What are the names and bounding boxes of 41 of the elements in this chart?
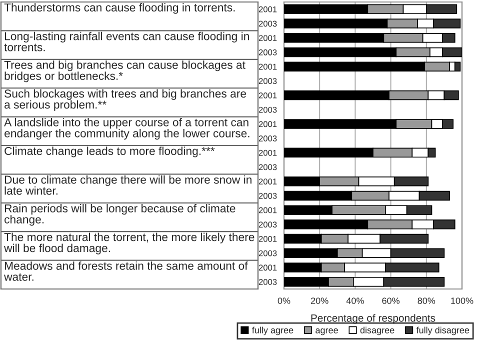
y-tick-label: 2003 — [258, 279, 277, 285]
y-tick-label: 2003 — [258, 49, 277, 56]
text: A landslide into the upper course of a torrent can endanger the community along the lower course. — [4, 118, 250, 140]
text: Long-lasting rainfall events can cause flooding in torrents. — [4, 32, 249, 52]
y-tick-label: 2001 — [258, 92, 277, 98]
legend-label: fully disagree — [416, 326, 470, 336]
x-tick-label: 0% — [278, 298, 290, 304]
y-tick-label: 2001 — [258, 207, 277, 214]
text: Trees and big branches can cause blockages at bridges or bottlenecks.* — [4, 60, 246, 82]
text: Meadows and forests retain the same amount of water. — [4, 261, 248, 281]
y-tick-label: 2003 — [258, 192, 277, 199]
y-tick-label: 2001 — [258, 35, 277, 41]
y-tick-label: 2001 — [258, 6, 277, 12]
text: The more natural the torrent, the more likely there will be flood damage. — [4, 232, 254, 254]
legend-label: fully agree — [252, 326, 294, 336]
y-tick-label: 2003 — [258, 250, 277, 256]
y-tick-label: 2003 — [258, 20, 277, 27]
text: Such blockages with trees and big branches are a serious problem.** — [4, 89, 246, 111]
y-tick-label: 2001 — [258, 121, 277, 128]
text: Due to climate change there will be more snow in late winter. — [4, 175, 252, 195]
y-tick-label: 2003 — [258, 78, 277, 84]
y-tick-label: 2001 — [258, 236, 277, 242]
y-tick-label: 2001 — [258, 264, 277, 271]
y-tick-label: 2003 — [258, 164, 277, 170]
y-tick-label: 2003 — [258, 222, 277, 228]
y-tick-label: 2001 — [258, 64, 277, 70]
y-tick-label: 2003 — [258, 106, 277, 113]
x-tick-label: 40% — [346, 298, 364, 304]
text: Climate change leads to more flooding.*** — [4, 146, 215, 158]
x-tick-label: 100% — [451, 298, 474, 304]
text: Rain periods will be longer because of climate change. — [4, 204, 236, 226]
y-tick-label: 2001 — [258, 178, 277, 184]
x-tick-label: 60% — [382, 298, 400, 304]
x-tick-label: 80% — [418, 298, 436, 304]
legend-label: disagree — [360, 326, 394, 336]
x-tick-label: 20% — [311, 298, 328, 304]
y-tick-label: 2003 — [258, 136, 277, 142]
y-tick-label: 2001 — [258, 150, 277, 156]
x-axis-title: Percentage of respondents — [311, 314, 436, 324]
legend-label: agree — [316, 328, 338, 336]
text: Thunderstorms can cause flooding in torrents. — [4, 3, 235, 14]
